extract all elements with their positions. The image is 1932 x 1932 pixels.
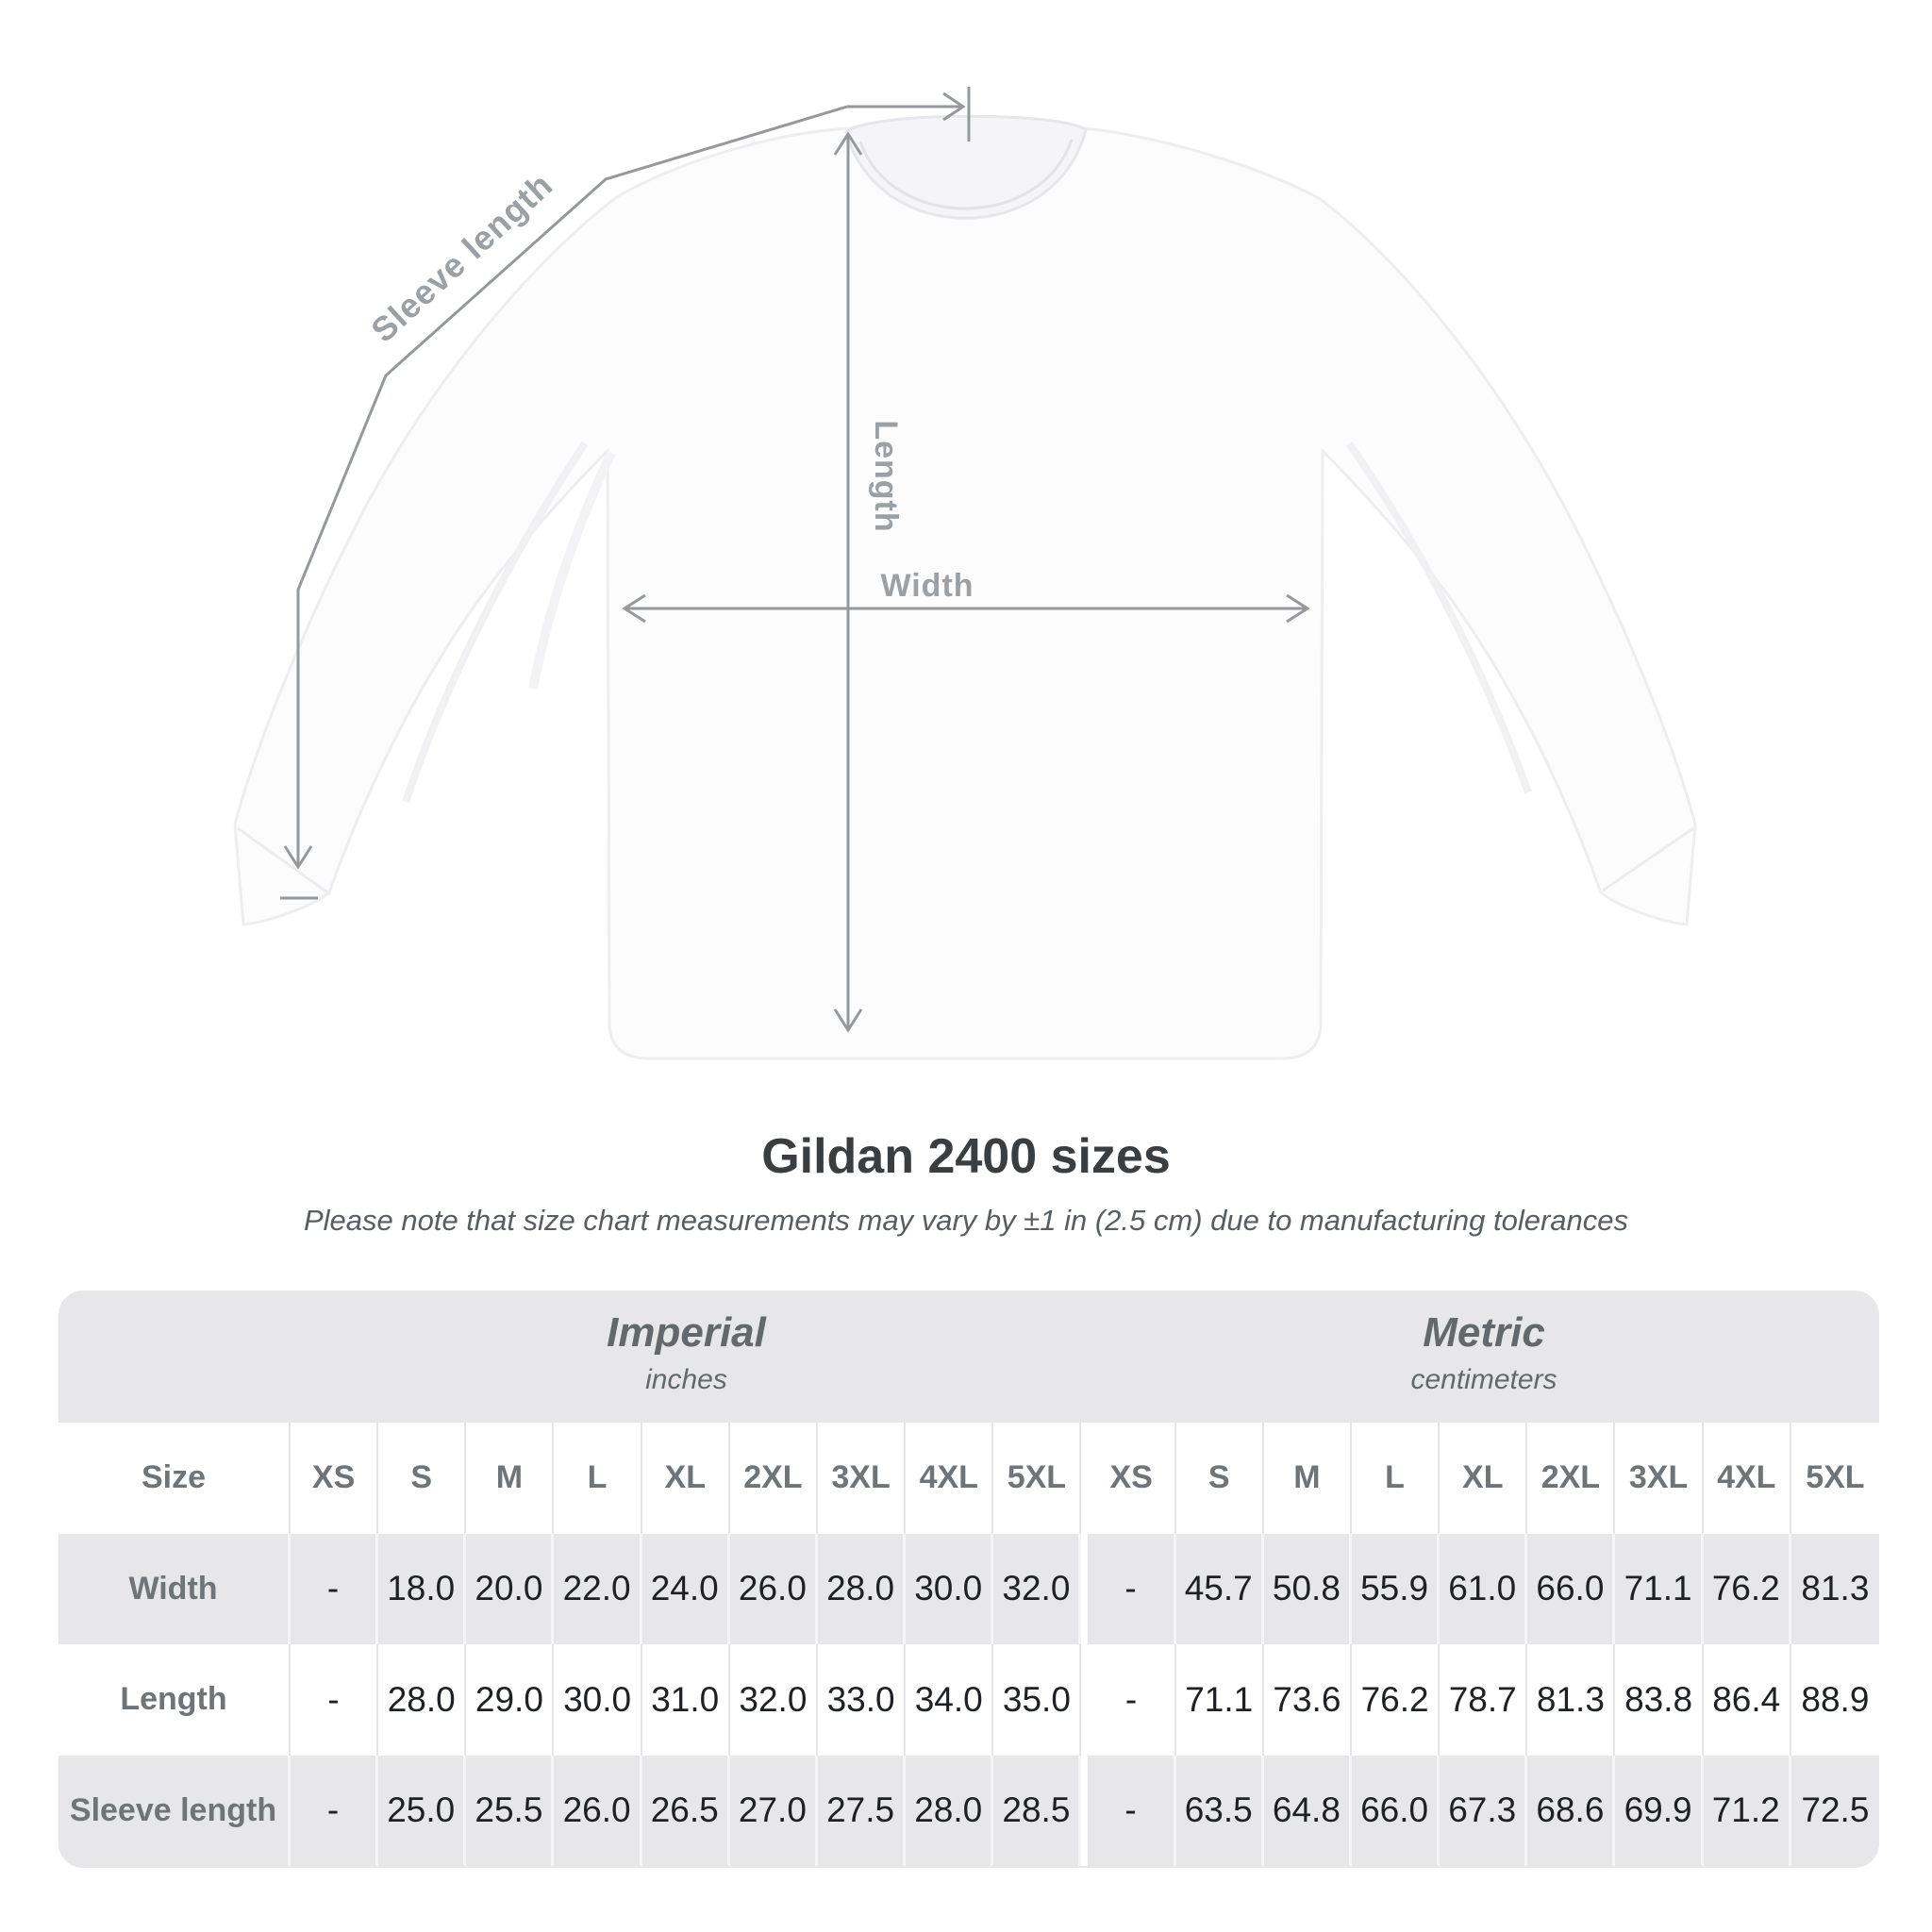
- size-col-header-imperial: XL: [641, 1423, 730, 1534]
- value-cell-imperial: 30.0: [906, 1533, 994, 1644]
- value-cell-metric: -: [1088, 1644, 1176, 1756]
- value-cell-imperial: 25.0: [378, 1755, 467, 1866]
- value-cell-metric: 68.6: [1527, 1755, 1616, 1866]
- value-cell-metric: 86.4: [1703, 1644, 1791, 1756]
- value-cell-imperial: 20.0: [466, 1533, 555, 1644]
- half-divider: [1081, 1644, 1089, 1756]
- size-col-header-metric: S: [1175, 1423, 1264, 1534]
- value-cell-metric: -: [1088, 1755, 1176, 1866]
- value-cell-imperial: -: [291, 1755, 379, 1866]
- value-cell-metric: 78.7: [1440, 1644, 1528, 1756]
- width-arrow: [622, 593, 1310, 624]
- size-col-header-imperial: M: [466, 1423, 555, 1534]
- value-cell-imperial: 29.0: [466, 1644, 555, 1756]
- value-cell-metric: 45.7: [1175, 1533, 1264, 1644]
- value-cell-metric: -: [1088, 1533, 1176, 1644]
- page-title: Gildan 2400 sizes: [761, 1129, 1171, 1184]
- size-col-header-imperial: 3XL: [817, 1423, 907, 1534]
- row-label: Sleeve length: [58, 1755, 291, 1866]
- value-cell-imperial: 26.0: [554, 1755, 642, 1866]
- size-table: Imperial inches Metric centimeters Size X…: [58, 1291, 1879, 1868]
- value-cell-metric: 81.3: [1790, 1533, 1879, 1644]
- value-cell-imperial: 22.0: [554, 1533, 642, 1644]
- value-cell-metric: 66.0: [1527, 1533, 1616, 1644]
- value-cell-imperial: 34.0: [906, 1644, 994, 1756]
- unit-header-band: Imperial inches Metric centimeters: [58, 1291, 1879, 1423]
- value-cell-imperial: 35.0: [993, 1644, 1082, 1756]
- width-label: Width: [880, 568, 974, 604]
- value-cell-metric: 64.8: [1263, 1755, 1352, 1866]
- shirt-illustration: [233, 114, 1697, 1060]
- half-divider: [1081, 1423, 1089, 1534]
- value-cell-imperial: 28.5: [993, 1755, 1082, 1866]
- value-cell-metric: 76.2: [1703, 1533, 1791, 1644]
- shirt-diagram: Sleeve length Length Width: [233, 87, 1697, 1060]
- imperial-label: Imperial: [607, 1309, 766, 1356]
- metric-sublabel: centimeters: [1410, 1364, 1557, 1395]
- value-cell-imperial: 30.0: [554, 1644, 642, 1756]
- size-corner-header: Size: [58, 1423, 291, 1534]
- value-cell-imperial: 33.0: [817, 1644, 907, 1756]
- size-col-header-imperial: 5XL: [993, 1423, 1082, 1534]
- size-grid: Size XS S M L XL 2XL 3XL 4XL 5XL XS S M L XL 2XL 3XL 4XL 5…: [58, 1423, 1879, 1866]
- value-cell-imperial: 27.0: [729, 1755, 818, 1866]
- value-cell-metric: 71.1: [1615, 1533, 1704, 1644]
- value-cell-imperial: 18.0: [378, 1533, 467, 1644]
- value-cell-imperial: 31.0: [641, 1644, 730, 1756]
- value-cell-imperial: 28.0: [817, 1533, 907, 1644]
- value-cell-metric: 67.3: [1440, 1755, 1528, 1866]
- size-col-header-metric: 4XL: [1703, 1423, 1791, 1534]
- size-col-header-imperial: 2XL: [729, 1423, 818, 1534]
- size-col-header-imperial: S: [378, 1423, 467, 1534]
- imperial-sublabel: inches: [645, 1364, 727, 1395]
- value-cell-imperial: 24.0: [641, 1533, 730, 1644]
- metric-label: Metric: [1423, 1309, 1545, 1356]
- half-divider: [1081, 1533, 1089, 1644]
- value-cell-metric: 72.5: [1790, 1755, 1879, 1866]
- value-cell-metric: 71.2: [1703, 1755, 1791, 1866]
- value-cell-imperial: 28.0: [906, 1755, 994, 1866]
- size-col-header-imperial: XS: [291, 1423, 379, 1534]
- value-cell-metric: 73.6: [1263, 1644, 1352, 1756]
- value-cell-metric: 66.0: [1351, 1755, 1441, 1866]
- page-subtitle: Please note that size chart measurements…: [303, 1204, 1629, 1237]
- value-cell-imperial: 28.0: [378, 1644, 467, 1756]
- value-cell-metric: 50.8: [1263, 1533, 1352, 1644]
- value-cell-metric: 81.3: [1527, 1644, 1616, 1756]
- value-cell-metric: 61.0: [1440, 1533, 1528, 1644]
- row-label: Length: [58, 1644, 291, 1756]
- half-divider: [1081, 1755, 1089, 1866]
- size-col-header-metric: M: [1263, 1423, 1352, 1534]
- metric-unit-header: Metric centimeters: [1089, 1309, 1879, 1396]
- value-cell-imperial: 27.5: [817, 1755, 907, 1866]
- value-cell-imperial: 32.0: [993, 1533, 1082, 1644]
- row-label: Width: [58, 1533, 291, 1644]
- sleeve-length-arrow: [280, 87, 971, 900]
- size-col-header-metric: L: [1351, 1423, 1441, 1534]
- size-col-header-imperial: 4XL: [906, 1423, 994, 1534]
- value-cell-imperial: -: [291, 1644, 379, 1756]
- value-cell-metric: 69.9: [1615, 1755, 1704, 1866]
- size-col-header-metric: XS: [1088, 1423, 1176, 1534]
- size-col-header-metric: XL: [1440, 1423, 1528, 1534]
- value-cell-metric: 76.2: [1351, 1644, 1441, 1756]
- value-cell-imperial: 26.0: [729, 1533, 818, 1644]
- value-cell-imperial: 32.0: [729, 1644, 818, 1756]
- size-col-header-metric: 5XL: [1790, 1423, 1879, 1534]
- value-cell-metric: 71.1: [1175, 1644, 1264, 1756]
- size-col-header-imperial: L: [554, 1423, 642, 1534]
- value-cell-imperial: -: [291, 1533, 379, 1644]
- length-label: Length: [868, 420, 904, 532]
- imperial-unit-header: Imperial inches: [291, 1309, 1082, 1396]
- size-col-header-metric: 3XL: [1615, 1423, 1704, 1534]
- value-cell-metric: 88.9: [1790, 1644, 1879, 1756]
- value-cell-imperial: 25.5: [466, 1755, 555, 1866]
- length-arrow: [833, 131, 863, 1033]
- value-cell-metric: 83.8: [1615, 1644, 1704, 1756]
- value-cell-imperial: 26.5: [641, 1755, 730, 1866]
- size-col-header-metric: 2XL: [1527, 1423, 1616, 1534]
- value-cell-metric: 63.5: [1175, 1755, 1264, 1866]
- value-cell-metric: 55.9: [1351, 1533, 1441, 1644]
